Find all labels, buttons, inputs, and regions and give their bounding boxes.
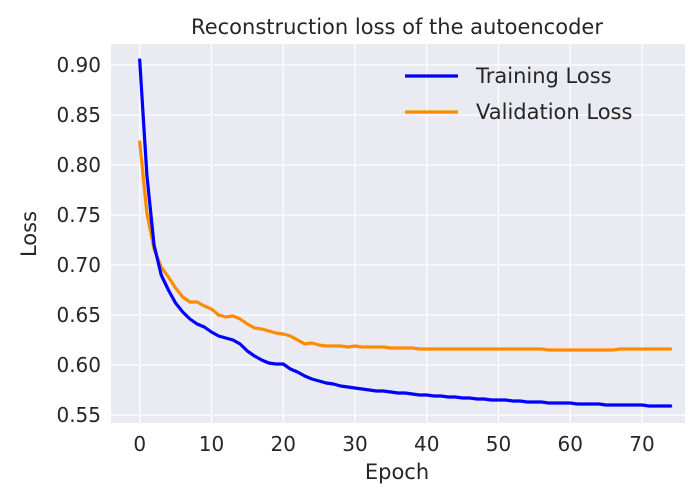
x-tick-label: 50 bbox=[486, 432, 511, 456]
y-tick-label: 0.75 bbox=[56, 203, 101, 227]
x-tick-label: 20 bbox=[270, 432, 295, 456]
plot-area bbox=[111, 44, 685, 423]
validation-loss-line bbox=[138, 140, 673, 352]
x-tick-label: 70 bbox=[629, 432, 654, 456]
y-tick-label: 0.70 bbox=[56, 253, 101, 277]
y-tick-label: 0.60 bbox=[56, 353, 101, 377]
series-lines bbox=[138, 58, 673, 408]
x-axis-label: Epoch bbox=[365, 460, 429, 484]
y-tick-label: 0.65 bbox=[56, 303, 101, 327]
training-loss-legend-label: Training Loss bbox=[475, 64, 612, 88]
legend: Training Loss Validation Loss bbox=[405, 64, 632, 124]
x-axis-ticks: 0 10 20 30 40 50 60 70 bbox=[133, 432, 654, 456]
grid bbox=[111, 44, 685, 423]
training-loss-line bbox=[138, 58, 673, 408]
y-axis-label: Loss bbox=[17, 211, 41, 257]
x-tick-label: 60 bbox=[557, 432, 582, 456]
chart-title: Reconstruction loss of the autoencoder bbox=[191, 15, 603, 39]
x-tick-label: 40 bbox=[414, 432, 439, 456]
y-tick-label: 0.55 bbox=[56, 403, 101, 427]
y-axis-ticks: 0.55 0.60 0.65 0.70 0.75 0.80 0.85 0.90 bbox=[56, 53, 101, 427]
y-tick-label: 0.90 bbox=[56, 53, 101, 77]
x-tick-label: 30 bbox=[342, 432, 367, 456]
validation-loss-legend-label: Validation Loss bbox=[476, 100, 632, 124]
y-tick-label: 0.80 bbox=[56, 153, 101, 177]
x-tick-label: 0 bbox=[133, 432, 146, 456]
x-tick-label: 10 bbox=[199, 432, 224, 456]
y-tick-label: 0.85 bbox=[56, 103, 101, 127]
